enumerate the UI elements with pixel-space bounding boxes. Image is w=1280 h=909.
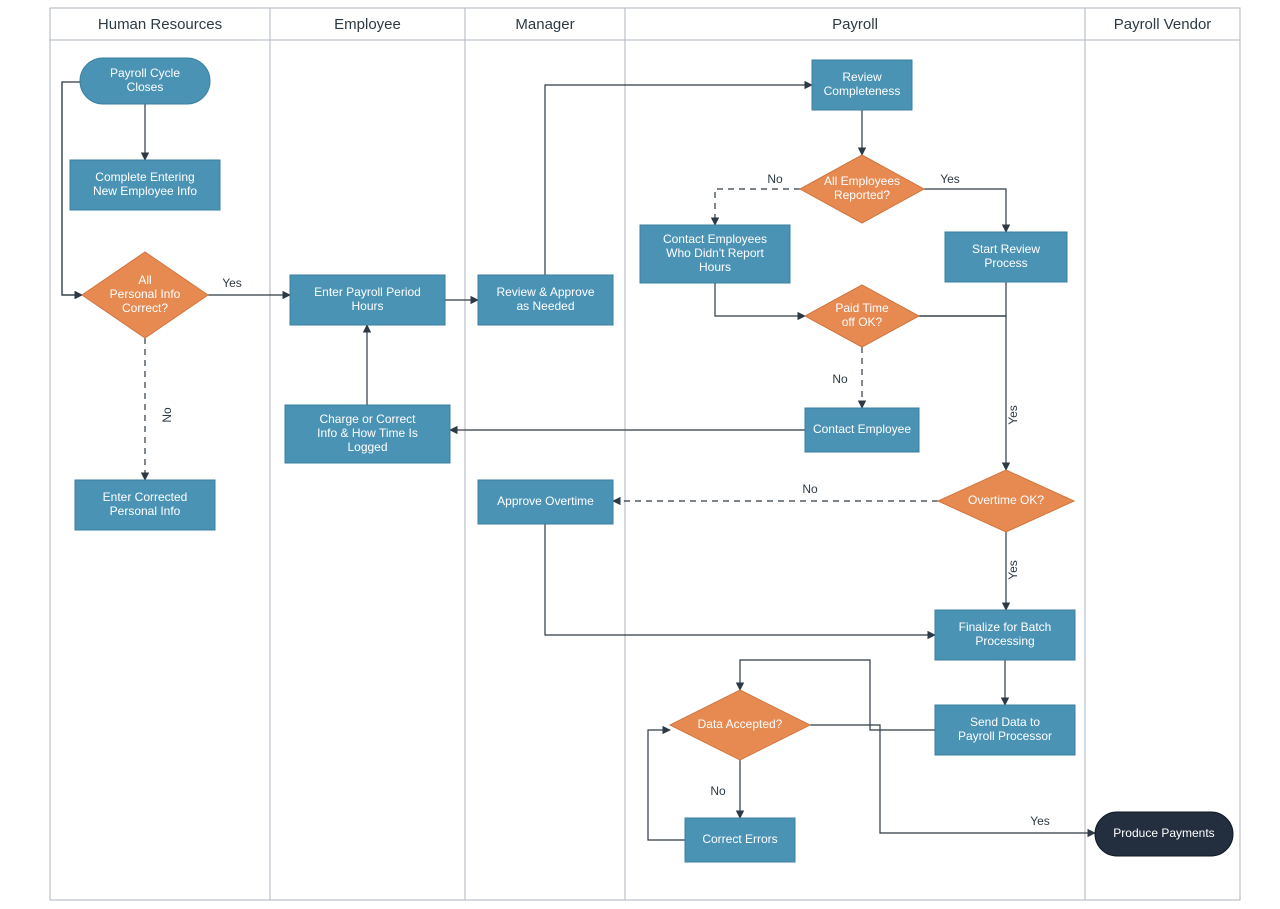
svg-text:All EmployeesReported?: All EmployeesReported? xyxy=(824,174,900,202)
svg-text:Data Accepted?: Data Accepted? xyxy=(698,717,783,731)
svg-text:Yes: Yes xyxy=(1006,560,1020,580)
swimlane-flowchart: Human Resources Employee Manager Payroll Pay… xyxy=(0,0,1280,909)
svg-text:Payroll Vendor: Payroll Vendor xyxy=(1114,16,1212,33)
svg-text:Enter CorrectedPersonal Info: Enter CorrectedPersonal Info xyxy=(103,490,188,518)
svg-text:No: No xyxy=(832,372,848,386)
svg-text:No: No xyxy=(710,784,726,798)
svg-text:Correct Errors: Correct Errors xyxy=(702,832,777,846)
svg-text:Send Data toPayroll Processor: Send Data toPayroll Processor xyxy=(958,715,1052,743)
svg-text:Manager: Manager xyxy=(515,16,574,33)
svg-text:Yes: Yes xyxy=(222,276,242,290)
svg-text:Yes: Yes xyxy=(1030,814,1050,828)
lane-body xyxy=(270,40,465,900)
svg-text:Paid Timeoff OK?: Paid Timeoff OK? xyxy=(835,301,889,329)
svg-text:Produce Payments: Produce Payments xyxy=(1113,826,1214,840)
svg-text:Complete EnteringNew Employee: Complete EnteringNew Employee Info xyxy=(93,170,197,198)
svg-text:No: No xyxy=(767,172,783,186)
svg-text:No: No xyxy=(160,407,174,423)
lane-body xyxy=(1085,40,1240,900)
svg-text:No: No xyxy=(802,482,818,496)
svg-text:Yes: Yes xyxy=(940,172,960,186)
svg-text:Human Resources: Human Resources xyxy=(98,16,222,33)
svg-text:Employee: Employee xyxy=(334,16,401,33)
svg-text:Contact Employee: Contact Employee xyxy=(813,422,911,436)
svg-text:Payroll: Payroll xyxy=(832,16,878,33)
svg-text:Approve Overtime: Approve Overtime xyxy=(497,494,594,508)
svg-text:Overtime OK?: Overtime OK? xyxy=(968,493,1044,507)
svg-text:Yes: Yes xyxy=(1006,405,1020,425)
